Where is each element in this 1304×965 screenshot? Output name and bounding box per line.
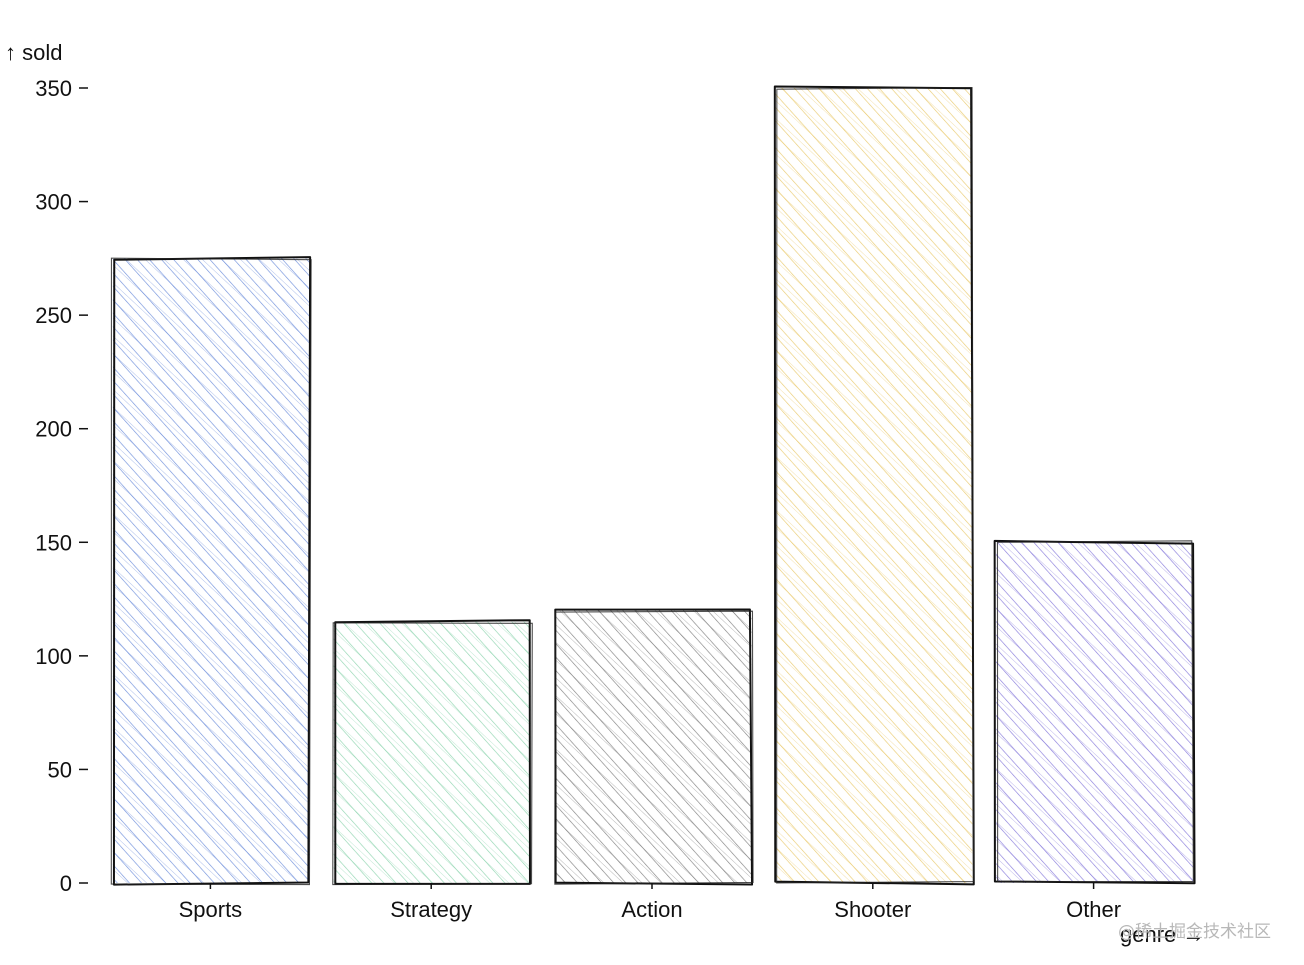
x-tick-label-action: Action <box>621 897 682 922</box>
x-axis-title: genre → <box>1120 922 1204 947</box>
bar-outline-other <box>993 539 1196 885</box>
y-tick-label-150: 150 <box>35 530 72 555</box>
bar-other <box>993 539 1196 885</box>
bar-outline-sports <box>112 256 312 886</box>
bar-sports <box>110 256 312 886</box>
bar-shooter <box>773 85 975 886</box>
bar-outline-sketch-sports <box>110 257 312 886</box>
x-tick-label-sports: Sports <box>179 897 243 922</box>
y-tick-label-200: 200 <box>35 417 72 442</box>
bar-fill-overlay-strategy <box>333 621 531 883</box>
bar-fill-overlay-sports <box>112 258 310 883</box>
x-tick-label-strategy: Strategy <box>390 897 472 922</box>
bar-outline-sketch-other <box>996 540 1194 883</box>
x-tick-label-other: Other <box>1066 897 1121 922</box>
y-tick-label-350: 350 <box>35 76 72 101</box>
bar-action <box>554 608 754 886</box>
bar-outline-sketch-shooter <box>776 86 975 884</box>
bar-outline-sketch-action <box>554 610 754 885</box>
bar-strategy <box>332 619 533 886</box>
y-tick-label-100: 100 <box>35 644 72 669</box>
x-axis: Sports Strategy Action Shooter Other <box>179 883 1121 922</box>
watermark-text: @稀土掘金技术社区 <box>1118 922 1271 942</box>
y-axis-title: ↑ sold <box>5 40 62 65</box>
y-axis: 0 50 100 150 200 250 300 350 <box>35 76 88 896</box>
x-tick-label-shooter: Shooter <box>834 897 911 922</box>
bar-fill-overlay-shooter <box>775 88 973 883</box>
y-tick-label-50: 50 <box>48 757 72 782</box>
bar-fill-overlay-other <box>996 542 1194 883</box>
y-tick-label-250: 250 <box>35 303 72 328</box>
bar-fill-overlay-action <box>554 610 752 883</box>
y-tick-label-300: 300 <box>35 190 72 215</box>
bar-outline-sketch-strategy <box>332 622 533 886</box>
bars-layer <box>110 85 1196 886</box>
y-tick-label-0: 0 <box>60 871 72 896</box>
